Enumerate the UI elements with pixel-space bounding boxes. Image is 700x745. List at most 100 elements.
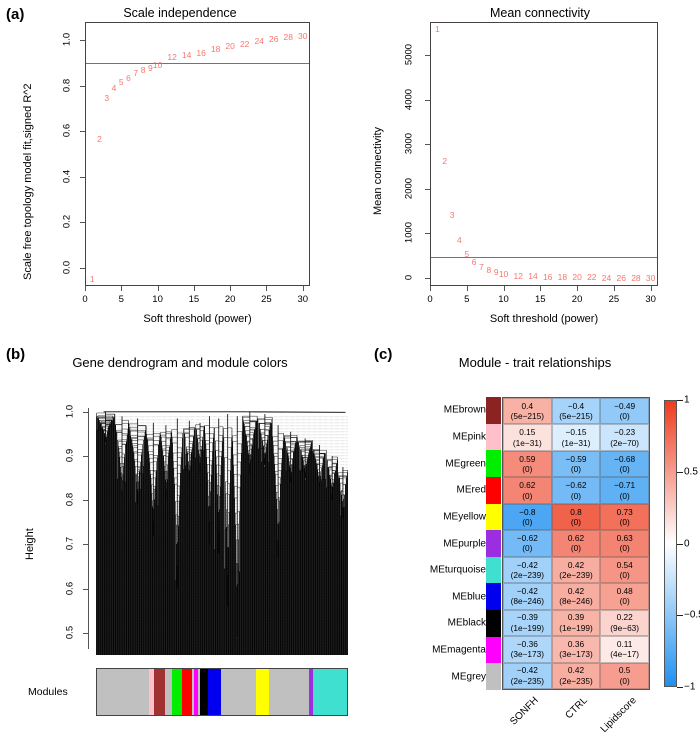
data-point-label: 26 [616,273,625,283]
module-color-swatch [486,450,501,477]
heatmap-cell-value: −0.39 [517,612,538,622]
ytick-label: 1000 [404,218,415,248]
heatmap-cell-pvalue: (0) [620,491,630,501]
data-point-label: 18 [558,272,567,282]
heatmap-cell: −0.59(0) [552,451,601,477]
data-point-label: 24 [602,273,611,283]
module-band [200,669,209,715]
heatmap-cell-value: 0.42 [568,560,584,570]
panel-b-yaxis [88,408,89,649]
heatmap-cell: −0.8(0) [503,504,552,530]
data-point-label: 4 [457,235,462,245]
colorbar-tick-mark [677,400,683,401]
heatmap-cell: 0.5(0) [600,663,649,689]
heatmap-cell-pvalue: (0) [620,464,630,474]
xtick-label: 10 [148,294,168,305]
heatmap-cell: 0.11(4e−17) [600,636,649,662]
heatmap-cell: −0.4(5e−215) [552,398,601,424]
data-point-label: 1 [90,274,95,284]
module-band [256,669,269,715]
heatmap-row-label: MEgrey [382,671,486,682]
heatmap-cell-pvalue: (4e−17) [610,649,639,659]
ytick-label: 4000 [404,84,415,114]
xtick-mark [85,286,86,291]
heatmap-cell: −0.62(0) [503,530,552,556]
module-band [208,669,221,715]
heatmap-cell-pvalue: (2e−239) [559,570,592,580]
xtick-label: 15 [184,294,204,305]
xtick-label: 5 [457,294,477,305]
heatmap-cell-pvalue: (2e−235) [511,676,544,686]
heatmap-cell: 0.73(0) [600,504,649,530]
ytick-label: 0 [404,262,415,292]
data-point-label: 10 [153,60,162,70]
heatmap-cell-value: −0.23 [614,427,635,437]
data-point-label: 30 [298,31,307,41]
heatmap-cell-pvalue: (0) [620,570,630,580]
heatmap-cell: −0.15(1e−31) [552,424,601,450]
module-band [221,669,257,715]
ytick-mark [80,131,85,132]
heatmap-grid: 0.4(5e−215)−0.4(5e−215) −0.49 (0) 0.15(1e−3… [502,397,650,690]
heatmap-cell: −0.71(0) [600,477,649,503]
ytick-mark [80,222,85,223]
heatmap-cell-pvalue: (2e−235) [559,676,592,686]
ytick-label: 5000 [404,40,415,70]
heatmap-cell-value: 0.11 [617,639,633,649]
heatmap-cell-pvalue: (2e−239) [511,570,544,580]
heatmap-cell: 0.36(3e−173) [552,636,601,662]
heatmap-cell-value: 0.36 [568,639,584,649]
heatmap-cell: 0.4(5e−215) [503,398,552,424]
heatmap-cell-value: 0.42 [568,665,584,675]
heatmap-cell-value: 0.42 [568,586,584,596]
heatmap-cell-pvalue: (0) [522,491,532,501]
heatmap-cell-value: −0.68 [614,454,635,464]
data-point-label: 7 [133,68,138,78]
module-band [154,669,166,715]
colorbar-tick-label: 0.5 [684,466,698,477]
gene-dendrogram [96,403,348,655]
heatmap-cell-value: −0.71 [614,480,635,490]
ytick-label: 1.0 [65,399,76,423]
heatmap-cell: 0.63(0) [600,530,649,556]
heatmap-cell-pvalue: (0) [522,464,532,474]
ytick-mark [425,278,430,279]
colorbar-tick-label: 0 [684,538,690,549]
module-color-swatch [486,397,501,424]
ytick-label: 0.8 [65,488,76,512]
xtick-mark [230,286,231,291]
data-point-label: 8 [141,65,146,75]
data-point-label: 22 [587,272,596,282]
heatmap-cell-pvalue: (2e−70) [610,438,639,448]
ytick-label: 0.8 [62,73,73,97]
xtick-label: 15 [530,294,550,305]
heatmap-cell-pvalue: (0) [571,464,581,474]
ytick-mark [80,268,85,269]
heatmap-cell-value: −0.42 [517,560,538,570]
colorbar-tick-mark [677,472,683,473]
colorbar-tick-label: −1 [684,682,695,693]
modules-label: Modules [28,686,88,698]
heatmap-cell: 0.22(9e−63) [600,610,649,636]
heatmap-cell-pvalue: (1e−31) [513,438,542,448]
heatmap-cell: 0.62(0) [503,477,552,503]
ytick-label: 0.2 [62,210,73,234]
ytick-mark [425,100,430,101]
heatmap-cell-value: −0.49 [614,401,635,411]
module-color-swatch [486,424,501,451]
heatmap-row-label: MEblack [382,618,486,629]
ytick-label: 0.0 [62,255,73,279]
xtick-mark [158,286,159,291]
heatmap-row-label: MEturquoise [382,565,486,576]
data-point-label: 22 [240,39,249,49]
xtick-mark [651,286,652,291]
data-point-label: 24 [254,36,263,46]
data-point-label: 7 [479,262,484,272]
heatmap-cell-value: 0.63 [617,533,633,543]
data-point-label: 30 [646,273,655,283]
ytick-label: 0.7 [65,532,76,556]
data-point-label: 28 [283,32,292,42]
heatmap-cell-value: 0.22 [617,612,633,622]
heatmap-cell-value: 0.15 [519,427,535,437]
module-band [269,669,309,715]
